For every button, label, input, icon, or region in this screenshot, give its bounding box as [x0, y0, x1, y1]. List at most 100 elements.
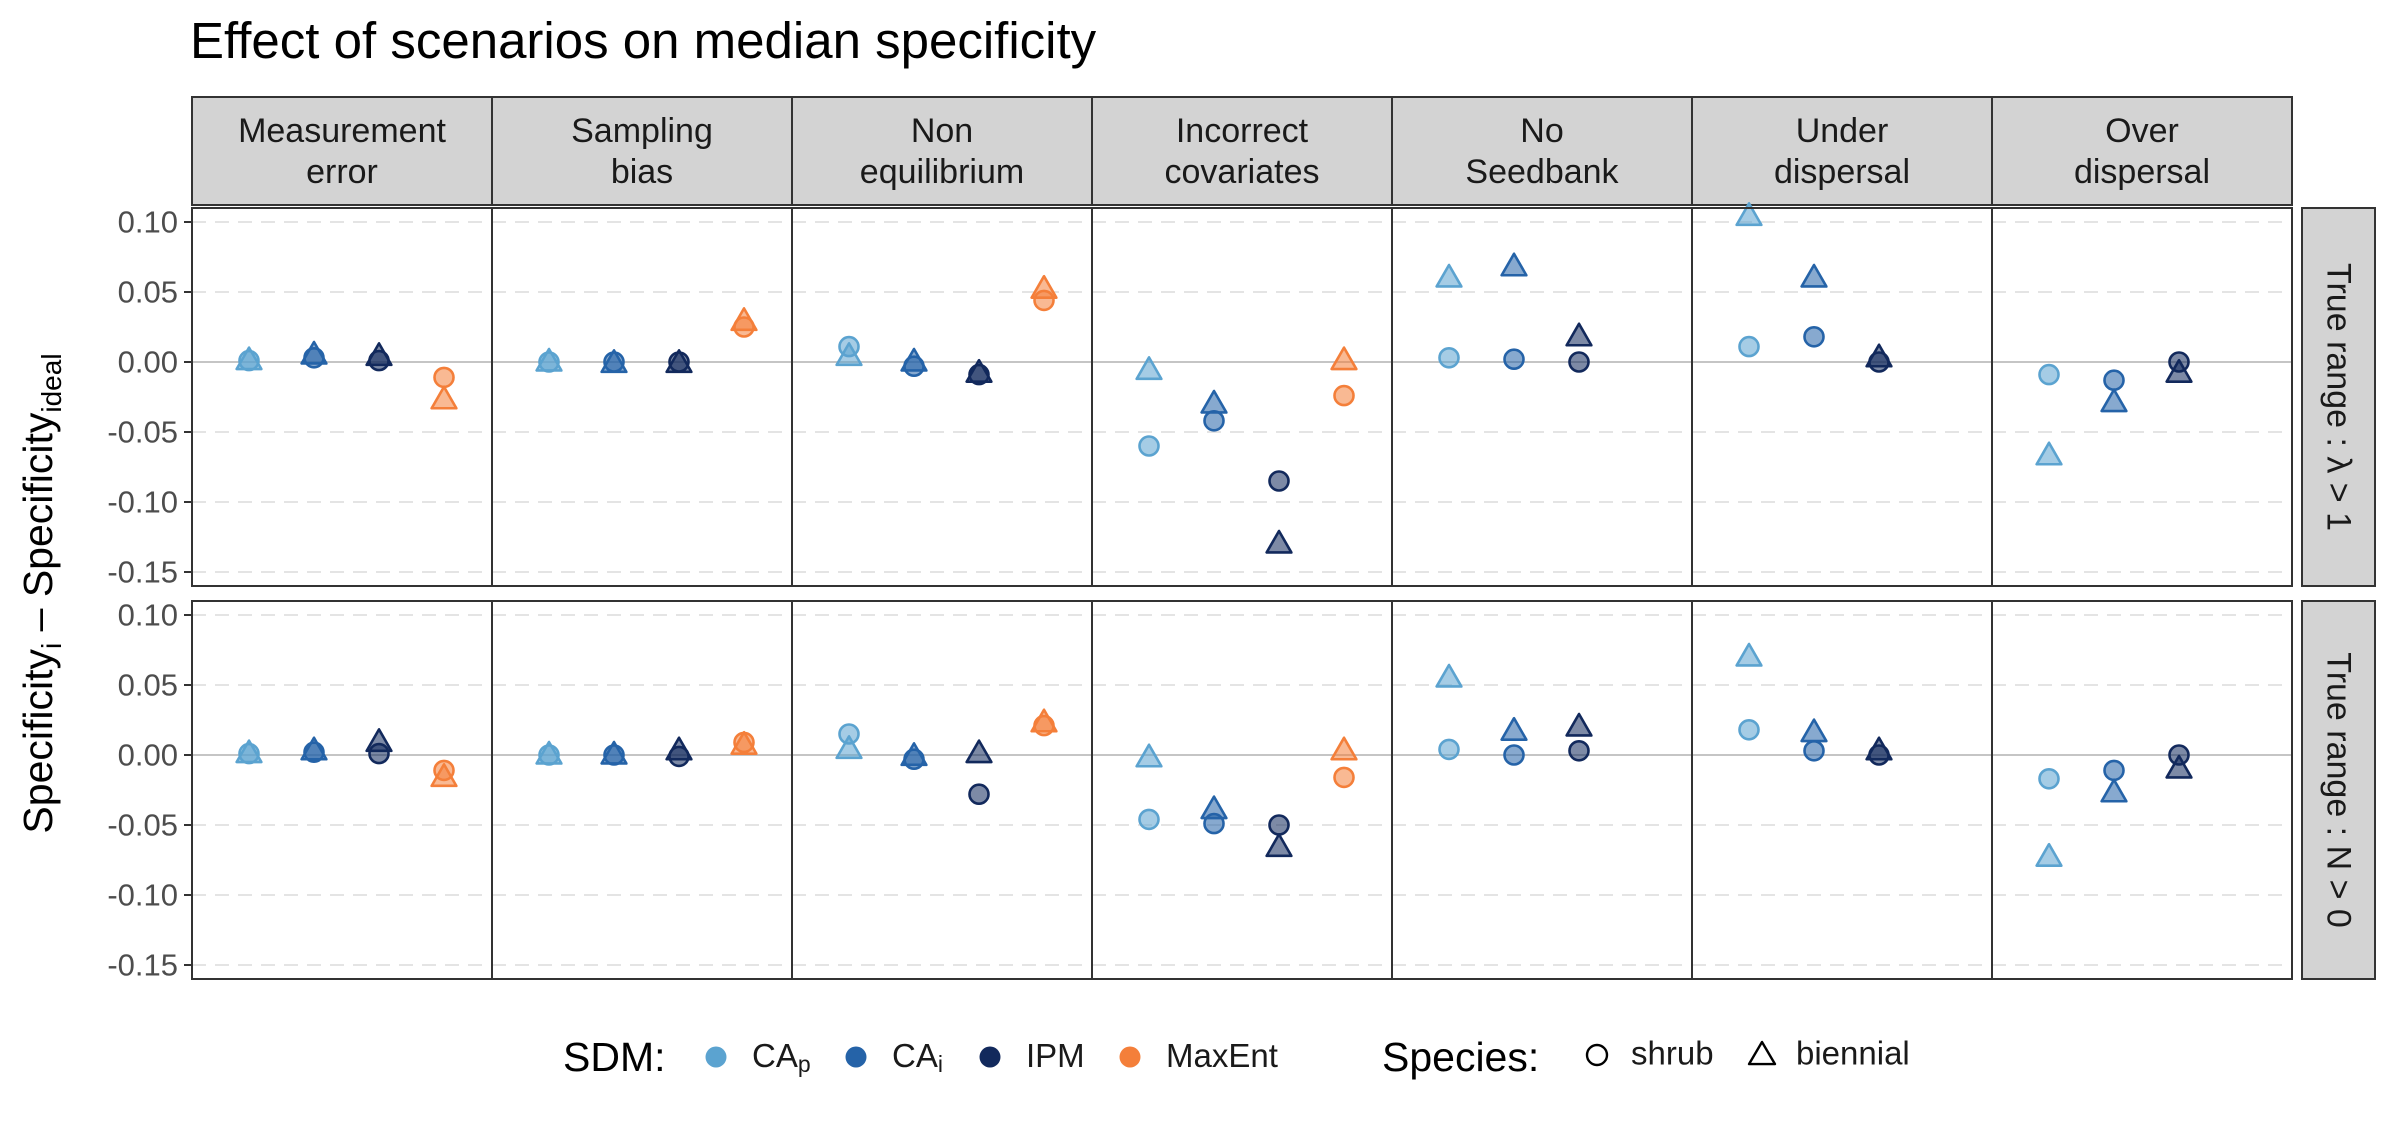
point-maxent-biennial [730, 730, 758, 755]
point-maxent-biennial [430, 385, 458, 410]
point-cap-biennial [535, 347, 563, 372]
point-cap-shrub [2038, 363, 2060, 386]
point-ipm-biennial [2165, 358, 2193, 383]
legend-item-cap: CAp [705, 1037, 811, 1077]
point-cai-biennial [600, 349, 628, 374]
point-ipm-biennial [965, 358, 993, 383]
point-ipm-biennial [1865, 736, 1893, 761]
legend-label: CAi [892, 1037, 943, 1078]
facet-strip-label-line2: dispersal [2074, 153, 2210, 191]
y-axes: 0.10 0.05 0.00 -0.05 -0.10 -0.15 0.10 0.05 0.00 -… [107, 205, 192, 983]
point-cai-shrub [1803, 325, 1825, 348]
point-cai-biennial [300, 340, 328, 365]
point-ipm-biennial [1865, 343, 1893, 368]
legend-item-biennial: biennial [1747, 1035, 1910, 1072]
facet-strip-label-line2: Seedbank [1465, 153, 1619, 191]
point-maxent-biennial [1330, 346, 1358, 371]
legend: SDM: CAp CAi IPM MaxEnt Species: shrub biennial [563, 1034, 1910, 1080]
point-cap-biennial [835, 735, 863, 760]
point-cai-shrub [1503, 348, 1525, 371]
point-cai-biennial [1800, 263, 1828, 288]
legend-label: IPM [1026, 1037, 1085, 1074]
legend-swatch [1585, 1043, 1609, 1067]
point-ipm-shrub [1268, 470, 1290, 492]
point-ipm-shrub [1568, 351, 1590, 373]
point-cai-biennial [600, 740, 628, 765]
point-ipm-biennial [1265, 833, 1293, 858]
point-ipm-shrub [1568, 739, 1590, 762]
point-cap-shrub [1438, 738, 1460, 761]
chart-title: Effect of scenarios on median specificit… [190, 12, 1097, 69]
y-tick-label: -0.05 [107, 415, 178, 450]
legend-swatch [1119, 1046, 1141, 1068]
facet-strip-label-line2: equilibrium [860, 153, 1024, 191]
point-cap-biennial [235, 739, 263, 764]
panel-n-seedbank [1391, 600, 1693, 980]
point-cai-biennial [1500, 252, 1528, 277]
point-cai-shrub [1503, 744, 1525, 766]
point-cap-shrub [2038, 767, 2060, 790]
point-cai-biennial [1800, 718, 1828, 743]
row-strip-lambda: True range : λ > 1 [2301, 207, 2376, 587]
facet-strip-label-line1: Over [2105, 112, 2179, 150]
point-cap-biennial [835, 342, 863, 367]
point-cap-biennial [1735, 202, 1763, 227]
point-cai-shrub [2103, 369, 2125, 392]
point-cap-biennial [1735, 642, 1763, 667]
panel-lambda-under [1691, 202, 1993, 587]
point-cap-biennial [2035, 441, 2063, 466]
panel-lambda-over [1991, 207, 2293, 587]
panel-lambda-measurement [191, 207, 493, 587]
y-tick-label: 0.00 [118, 345, 178, 380]
y-tick-label: 0.10 [118, 598, 178, 633]
facet-strips: MeasurementerrorSamplingbiasNonequilibri… [191, 96, 2376, 980]
point-maxent-biennial [730, 307, 758, 332]
point-maxent-shrub [433, 366, 455, 389]
facet-strip-label-line2: covariates [1165, 153, 1320, 191]
legend-label: MaxEnt [1166, 1037, 1278, 1074]
row-strip-label: True range : λ > 1 [2320, 263, 2358, 531]
legend-item-ipm: IPM [979, 1037, 1085, 1074]
panel-lambda-noneq [791, 207, 1093, 587]
point-ipm-biennial [1565, 322, 1593, 347]
point-cai-biennial [1200, 389, 1228, 414]
panels [191, 202, 2293, 980]
legend-label: shrub [1631, 1035, 1714, 1072]
y-tick-label: -0.05 [107, 808, 178, 843]
point-maxent-biennial [1030, 274, 1058, 299]
point-ipm-biennial [1265, 529, 1293, 554]
y-tick-label: 0.05 [118, 275, 178, 310]
point-ipm-biennial [665, 349, 693, 374]
legend-label: biennial [1796, 1035, 1910, 1072]
legend-item-maxent: MaxEnt [1119, 1037, 1278, 1074]
facet-strip-label-line1: Sampling [571, 112, 713, 150]
legend-swatch [705, 1046, 727, 1068]
point-maxent-biennial [430, 763, 458, 788]
point-maxent-shrub [1333, 384, 1355, 407]
point-cai-biennial [2100, 778, 2128, 803]
point-cap-biennial [535, 740, 563, 765]
panel-n-over [1991, 600, 2293, 980]
point-cai-shrub [2103, 759, 2125, 782]
y-axis-title: Specificityi – Specificityideal [15, 353, 67, 833]
point-cap-biennial [1135, 743, 1163, 768]
point-cai-biennial [1200, 795, 1228, 820]
point-cap-biennial [1435, 263, 1463, 288]
point-cai-biennial [1500, 716, 1528, 741]
facet-strip-label-line2: error [306, 153, 378, 191]
panel-lambda-seedbank [1391, 207, 1693, 587]
point-ipm-biennial [965, 739, 993, 764]
panel-n-measurement [191, 600, 493, 980]
legend-item-cai: CAi [845, 1037, 943, 1078]
panel-lambda-covariates [1091, 207, 1393, 587]
point-cap-biennial [2035, 842, 2063, 867]
point-maxent-shrub [1333, 766, 1355, 789]
point-cap-shrub [1438, 346, 1460, 369]
